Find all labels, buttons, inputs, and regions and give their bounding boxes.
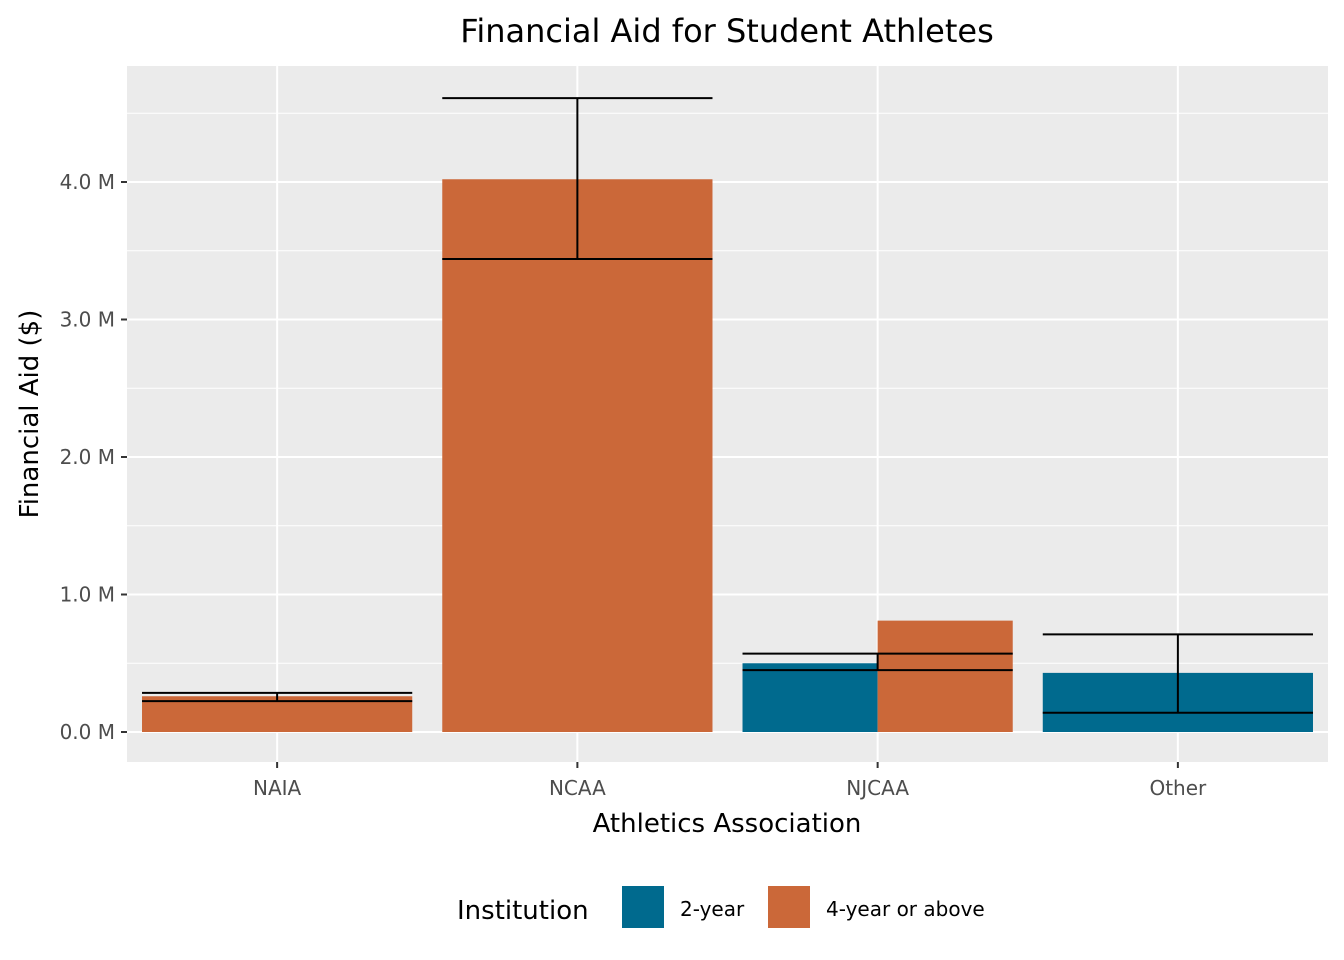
x-tick-label-njcaa: NJCAA [846, 776, 909, 800]
bar-ncaa-4-year-or-above [442, 179, 713, 732]
y-axis-title: Financial Aid ($) [15, 310, 45, 519]
legend-key-2-year [622, 886, 664, 928]
legend-key-4-year [768, 886, 810, 928]
x-tick-label-naia: NAIA [253, 776, 302, 800]
bar-naia-4-year-or-above [142, 696, 413, 732]
bar-njcaa-2-year [742, 663, 878, 732]
chart-title: Financial Aid for Student Athletes [460, 12, 994, 50]
errorbar-njcaa-2-year [742, 652, 1013, 672]
y-tick-label: 2.0 M [60, 445, 115, 469]
error-bars [142, 97, 1313, 714]
y-tick-label: 4.0 M [60, 170, 115, 194]
y-tick-label: 1.0 M [60, 583, 115, 607]
legend-title: Institution [457, 896, 589, 926]
y-tick-label: 0.0 M [60, 720, 115, 744]
bars [142, 179, 1313, 732]
errorbar-other-2-year [1042, 633, 1313, 714]
x-tick-label-ncaa: NCAA [549, 776, 606, 800]
plot-panel [127, 66, 1328, 762]
legend-label-2-year: 2-year [680, 897, 745, 921]
legend-label-4-year: 4-year or above [826, 897, 985, 921]
legend: Institution 2-year 4-year or above [457, 886, 985, 928]
y-axis: 0.0 M 1.0 M 2.0 M 3.0 M 4.0 M [60, 170, 127, 744]
x-axis-title: Athletics Association [593, 809, 862, 839]
errorbar-naia-4-year-or-above [142, 691, 413, 703]
errorbar-ncaa-4-year-or-above [442, 97, 713, 260]
x-axis: NAIA NCAA NJCAA Other [253, 762, 1207, 800]
x-tick-label-other: Other [1149, 776, 1207, 800]
bar-njcaa-4-year-or-above [877, 620, 1013, 732]
y-tick-label: 3.0 M [60, 308, 115, 332]
